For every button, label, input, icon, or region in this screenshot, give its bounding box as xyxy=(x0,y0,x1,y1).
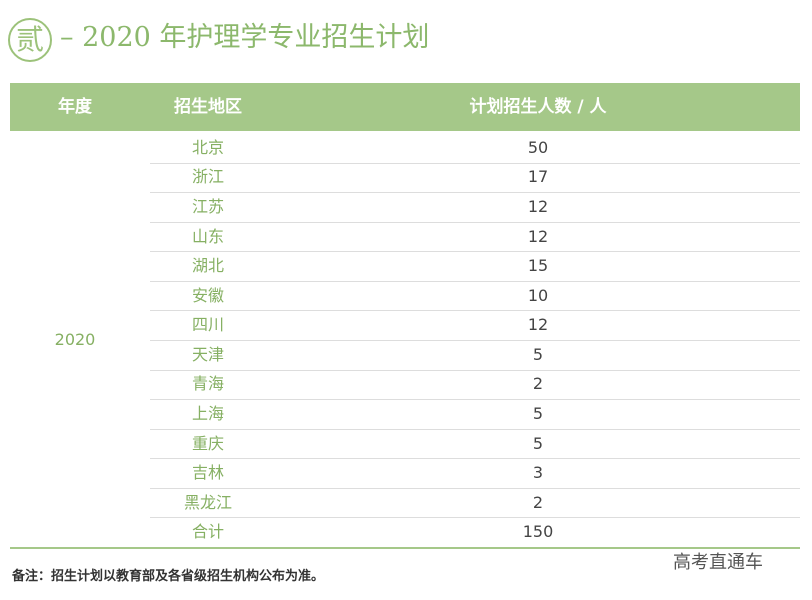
row-separator xyxy=(150,517,800,519)
count-cell: 2 xyxy=(532,374,544,394)
count-cell: 10 xyxy=(527,285,549,305)
count-cell: 15 xyxy=(527,256,549,276)
count-cell: 5 xyxy=(532,433,544,453)
region-cell: 吉林 xyxy=(191,463,224,483)
column-header: 年度 xyxy=(58,97,92,117)
region-cell: 青海 xyxy=(191,374,224,394)
count-cell: 50 xyxy=(527,137,549,157)
row-separator xyxy=(150,428,800,430)
count-cell: 2 xyxy=(532,492,544,512)
row-separator xyxy=(150,310,800,312)
column-header: 招生地区 xyxy=(174,97,242,117)
count-cell: 3 xyxy=(532,463,544,483)
region-cell: 上海 xyxy=(191,403,224,423)
region-cell: 重庆 xyxy=(191,433,224,453)
row-separator xyxy=(150,221,800,223)
year-cell: 2020 xyxy=(54,330,96,349)
count-cell: 5 xyxy=(532,344,544,364)
table-bottom-rule xyxy=(10,547,800,549)
count-cell: 12 xyxy=(527,226,549,246)
region-cell: 浙江 xyxy=(191,167,224,187)
region-cell: 安徽 xyxy=(191,285,224,305)
row-separator xyxy=(150,162,800,164)
region-cell: 北京 xyxy=(191,137,224,157)
count-cell: 12 xyxy=(527,196,549,216)
region-cell: 湖北 xyxy=(191,256,224,276)
region-cell: 山东 xyxy=(191,226,224,246)
region-cell: 四川 xyxy=(191,315,224,335)
row-separator xyxy=(150,369,800,371)
count-cell: 5 xyxy=(532,403,544,423)
watermark: 高考直通车 xyxy=(673,552,763,573)
section-title: – 2020 年护理学专业招生计划 xyxy=(60,22,430,53)
region-cell: 合计 xyxy=(191,522,224,542)
row-separator xyxy=(150,280,800,282)
region-cell: 黑龙江 xyxy=(183,492,232,512)
row-separator xyxy=(150,251,800,253)
count-cell: 150 xyxy=(522,522,554,542)
row-separator xyxy=(150,399,800,401)
footnote: 备注：招生计划以教育部及各省级招生机构公布为准。 xyxy=(12,569,325,584)
row-separator xyxy=(150,487,800,489)
column-header: 计划招生人数 / 人 xyxy=(469,97,607,117)
region-cell: 江苏 xyxy=(191,196,224,216)
count-cell: 12 xyxy=(527,315,549,335)
table-header: 年度 招生地区 计划招生人数 / 人 xyxy=(10,83,800,131)
region-cell: 天津 xyxy=(191,344,224,364)
row-separator xyxy=(150,340,800,341)
count-cell: 17 xyxy=(527,167,549,187)
row-separator xyxy=(150,192,800,194)
row-separator xyxy=(150,458,800,460)
section-badge: 贰 xyxy=(8,18,52,62)
